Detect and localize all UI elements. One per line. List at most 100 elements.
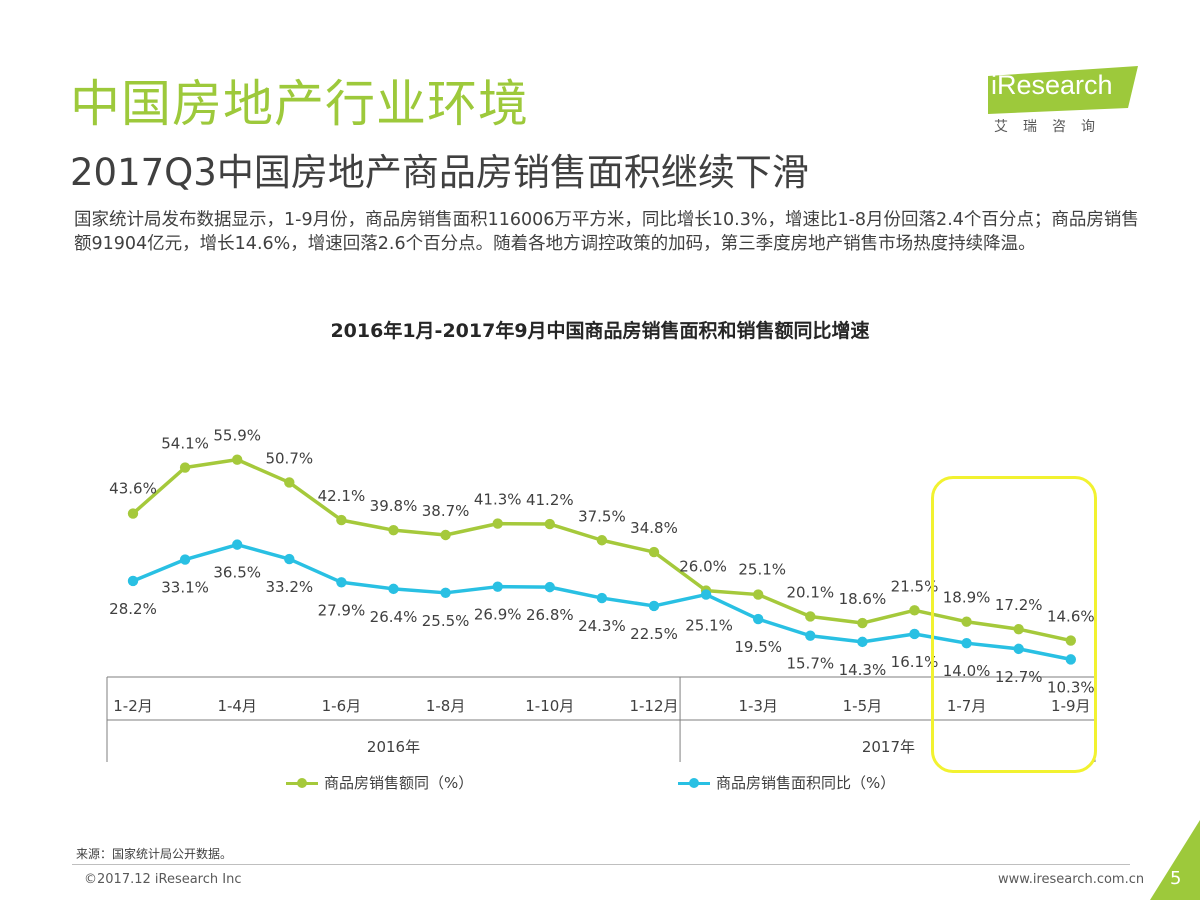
area-data-label: 19.5% [734,638,782,656]
area-data-point [179,554,191,565]
area-data-label: 14.3% [839,661,887,679]
sales-data-label: 43.6% [109,480,157,498]
sales-data-point [544,518,555,530]
sales-data-point [753,589,764,600]
area-data-point [805,630,816,641]
x-tick-label: 1-8月 [426,697,466,715]
sales-data-label: 34.8% [630,519,678,537]
area-data-point [753,613,764,625]
corner-accent [1150,820,1200,900]
area-data-label: 25.1% [685,617,733,635]
x-tick-label: 1-5月 [843,697,883,715]
iresearch-logo: iResearch 艾瑞咨询 [988,66,1140,136]
sales-data-label: 18.9% [943,589,991,607]
area-data-point [1065,654,1077,665]
area-data-point [909,628,920,640]
area-data-label: 26.9% [474,606,522,624]
sales-data-label: 42.1% [318,487,366,505]
sales-data-label: 41.2% [526,491,574,509]
sales-data-label: 50.7% [265,449,313,467]
footer-divider [72,864,1130,865]
area-data-label: 27.9% [318,601,366,619]
area-data-point [440,587,451,599]
area-data-label: 10.3% [1047,678,1095,696]
sales-data-point [909,605,920,616]
legend-sales-label: 商品房销售额同（%） [324,774,474,792]
area-data-label: 36.5% [213,564,261,582]
area-data-point [1013,643,1024,655]
sales-data-point [388,524,399,536]
area-data-label: 22.5% [630,625,678,643]
area-data-label: 12.7% [995,668,1043,686]
area-data-point [857,636,868,648]
sales-data-label: 55.9% [213,427,261,445]
sales-data-point [492,518,503,529]
page-title: 中国房地产行业环境 [70,75,529,133]
x-tick-label: 1-4月 [217,697,257,715]
chart-title: 2016年1月-2017年9月中国商品房销售面积和销售额同比增速 [330,320,870,342]
logo-badge-icon [988,66,1138,114]
chart-axes: 1-2月 1-4月 1-6月 1-8月 1-10月 1-12月 1-3月 1-5月 1-7月 1-… [106,676,1096,762]
legend-area-label: 商品房销售面积同比（%） [716,774,896,792]
sales-data-point [805,611,816,622]
sales-data-label: 20.1% [786,583,834,601]
sales-data-point [596,535,608,546]
description-text: 国家统计局发布数据显示，1-9月份，商品房销售面积116006万平方米，同比增长… [74,210,1139,254]
x-tick-label: 1-12月 [629,697,678,715]
sales-data-point [179,462,191,473]
area-data-label: 26.8% [526,606,574,624]
area-data-label: 24.3% [578,617,626,635]
sales-data-point [284,477,295,488]
area-data-point [127,575,139,587]
x-tick-label: 1-2月 [113,697,153,715]
sales-data-label: 17.2% [995,596,1043,614]
area-data-point [544,581,555,593]
area-data-point [596,592,608,604]
sales-data-label: 54.1% [161,435,209,453]
sales-data-point [1065,635,1077,646]
area-data-point [388,583,399,595]
sales-data-point [232,454,243,465]
sales-data-point [440,529,451,541]
legend-sales-swatch-icon [286,776,318,790]
area-data-label: 25.5% [422,612,470,630]
area-data-label: 33.2% [265,578,313,596]
area-data-label: 16.1% [891,653,939,671]
x-group-label: 2016年 [367,738,420,756]
area-data-label: 15.7% [786,655,834,673]
sales-data-label: 14.6% [1047,608,1095,626]
sales-data-point [648,546,660,558]
page-number: 5 [1170,868,1182,889]
sales-data-label: 37.5% [578,507,626,525]
sales-data-label: 21.5% [891,577,939,595]
area-data-point [284,553,295,565]
legend-item-sales: 商品房销售额同（%） [286,772,473,793]
sales-data-label: 18.6% [839,590,887,608]
sales-data-point [961,616,972,627]
x-tick-label: 1-3月 [738,697,778,715]
page-subtitle: 2017Q3中国房地产商品房销售面积继续下滑 [70,151,809,194]
copyright-text: ©2017.12 iResearch Inc [84,872,242,887]
area-data-point [700,589,712,600]
area-data-label: 28.2% [109,600,157,618]
sales-data-label: 41.3% [474,491,522,509]
x-tick-label: 1-9月 [1051,697,1091,715]
area-data-point [232,539,243,550]
chart-series [127,454,1077,665]
website-link[interactable]: www.iresearch.com.cn [998,872,1145,887]
area-data-label: 33.1% [161,579,209,597]
legend-item-area: 商品房销售面积同比（%） [678,772,895,793]
sales-data-point [127,508,139,519]
sales-data-point [336,514,347,526]
area-data-point [961,637,972,649]
sales-data-label: 25.1% [738,561,786,579]
sales-data-label: 39.8% [370,497,418,515]
area-data-point [492,581,503,592]
logo-text: iResearch [991,70,1113,100]
sales-data-label: 26.0% [679,558,727,576]
source-note: 来源：国家统计局公开数据。 [76,847,233,861]
area-data-point [336,577,347,588]
x-tick-label: 1-6月 [322,697,362,715]
x-tick-label: 1-7月 [947,697,987,715]
area-data-label: 14.0% [943,662,991,680]
